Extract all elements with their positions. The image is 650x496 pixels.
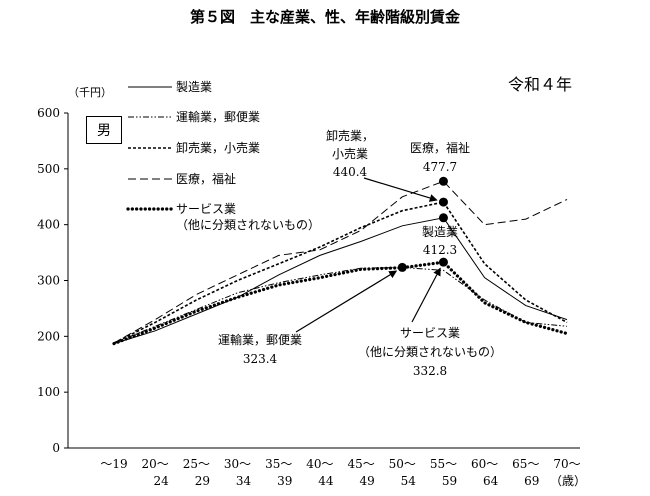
y-tick-label: 400 [37, 218, 60, 232]
annotation-label: 477.7 [423, 160, 457, 174]
x-tick-label-sub: 54 [401, 474, 417, 488]
annotation-arrow [363, 177, 438, 202]
y-axis-unit: （千円） [68, 86, 112, 99]
series-line-2 [113, 201, 568, 344]
legend-label: 医療，福祉 [176, 171, 236, 186]
legend-label: 卸売業，小売業 [176, 140, 260, 155]
y-ticks: 0 100 200 300 400 500 600 [37, 106, 68, 455]
x-tick-label-sub: 69 [524, 474, 539, 488]
legend-label-sub: （他に分類されないもの） [176, 218, 320, 232]
annotation-arrow [411, 267, 441, 323]
legend-label: 製造業 [176, 80, 212, 94]
year-label: 令和４年 [508, 75, 572, 94]
x-tick-label: 40～ [306, 457, 333, 471]
annotation-label: 332.8 [413, 364, 447, 378]
x-tick-label: 45～ [347, 457, 374, 471]
annotation-label: 440.4 [333, 165, 368, 179]
x-tick-label: 25～ [183, 457, 210, 471]
annotation-label: 小売業 [332, 146, 368, 161]
x-axis-unit: （歳） [550, 474, 586, 488]
x-tick-label-sub: 34 [236, 474, 252, 488]
x-tick-label: 30～ [224, 457, 251, 471]
x-tick-label: 70～ [553, 457, 580, 471]
gender-label: 男 [86, 116, 122, 144]
x-tick-label-sub: 44 [318, 474, 334, 488]
x-tick-label: ～19 [100, 457, 127, 471]
x-tick-label-sub: 39 [277, 474, 292, 488]
annotation-label: サービス業 [400, 326, 460, 340]
y-tick-label: 200 [37, 329, 60, 343]
legend-label: サービス業 [176, 202, 236, 216]
x-tick-label: 50～ [389, 457, 416, 471]
x-tick-label: 35～ [265, 457, 292, 471]
y-tick-label: 600 [37, 106, 60, 120]
y-tick-label: 500 [37, 162, 60, 176]
annotation-label: （他に分類されないもの） [358, 345, 502, 359]
x-tick-label: 60～ [471, 457, 498, 471]
annotation-label: 製造業 [422, 225, 458, 239]
annotation-label: 医療，福祉 [410, 140, 470, 155]
x-tick-label-sub: 49 [359, 474, 374, 488]
y-tick-label: 0 [52, 441, 60, 455]
x-ticks: ～19 20～ 24 25～ 29 30～ 34 35～ 39 40～ 44 45～ 49 50～ 54 55… [100, 457, 580, 488]
series-line-4 [112, 260, 569, 346]
marker-point [438, 197, 448, 207]
annotation-label: 412.3 [423, 243, 457, 257]
chart-title: 第５図 主な産業、性、年齢階級別賃金 [190, 8, 461, 26]
x-tick-label-sub: 29 [195, 474, 210, 488]
axes [67, 113, 580, 449]
annotation-arrow [295, 270, 398, 333]
y-tick-label: 300 [37, 274, 60, 288]
marker-point [397, 262, 407, 272]
x-tick-label: 55～ [430, 457, 457, 471]
series-line-0 [113, 217, 568, 345]
series-group [112, 180, 569, 346]
series-line-3 [113, 180, 568, 344]
annotation-label: 323.4 [243, 352, 278, 366]
annotation-label: 卸売業， [326, 128, 374, 143]
annotation-label: 運輸業，郵便業 [218, 332, 302, 347]
marker-point [438, 257, 448, 267]
y-tick-label: 100 [37, 385, 60, 399]
x-tick-label-sub: 59 [442, 474, 457, 488]
marker-point [438, 176, 448, 186]
annotations: 卸売業， 小売業 440.4 医療，福祉 477.7 製造業 412.3 運輸業，郵便業 323… [218, 128, 502, 378]
marker-point [438, 213, 448, 223]
legend-label: 運輸業，郵便業 [176, 109, 260, 124]
x-tick-label-sub: 64 [483, 474, 499, 488]
x-tick-label: 20～ [142, 457, 169, 471]
x-tick-label-sub: 24 [154, 474, 170, 488]
x-tick-label: 65～ [512, 457, 539, 471]
